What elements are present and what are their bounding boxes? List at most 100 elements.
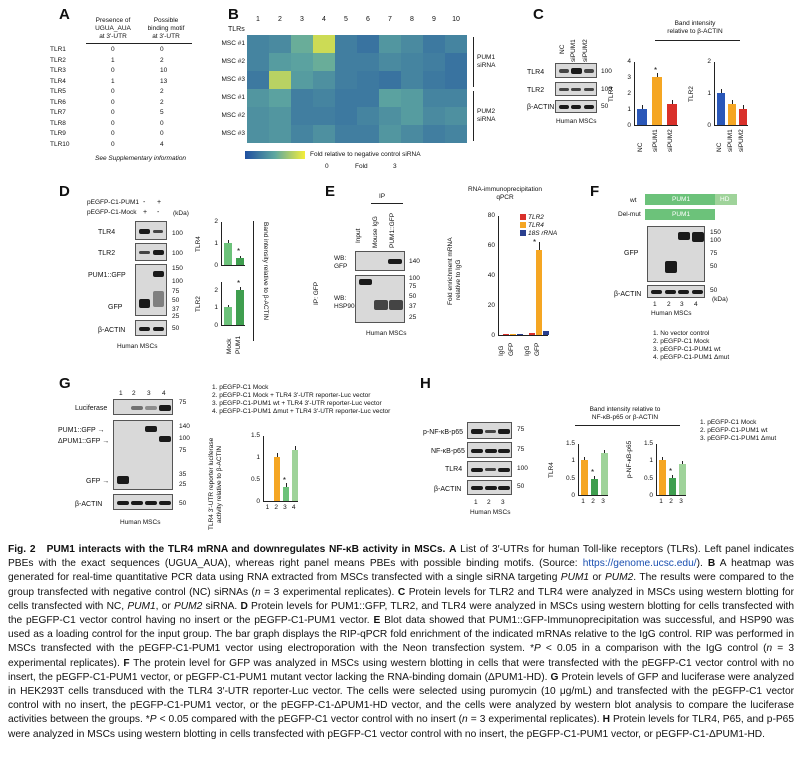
caption-text: = 3 experimental replicates). — [8, 643, 794, 669]
y-tick-label: 60 — [487, 242, 495, 249]
panel-label-b: B — [228, 6, 239, 23]
x-tick-label: IgG — [524, 345, 531, 356]
tlr-name: TLR4 — [50, 77, 66, 85]
kda-e-2: 100 — [409, 275, 420, 282]
bar-4 — [291, 450, 298, 501]
error-bar — [584, 457, 585, 461]
blot-f-gfp — [647, 226, 705, 282]
cell-label-h: Human MSCs — [470, 509, 511, 516]
lane-h-3: 3 — [501, 499, 505, 506]
blot-label-g-pum1gfp: PUM1::GFP → — [58, 427, 105, 434]
caption-text: Blot data showed that PUM1::GFP-Immunopr… — [8, 615, 794, 655]
wb-line: GFP — [334, 263, 348, 270]
lane-input: Input — [355, 228, 362, 243]
x-tick-label: 3 — [679, 498, 683, 505]
blot-h-actin — [467, 480, 512, 495]
chart-axis — [263, 436, 298, 502]
heatmap-cell — [247, 35, 269, 53]
kda-d-6: 50 — [172, 297, 180, 304]
x-tick-label: siPUM1 — [652, 129, 659, 152]
legend-line: 4. pEGFP-C1-PUM1 Δmut + TLR4 3'-UTR repo… — [212, 408, 391, 415]
heatmap-cell — [445, 35, 467, 53]
blot-label-d-tlr2: TLR2 — [98, 250, 116, 257]
heatmap-row-label: MSC #3 — [221, 130, 245, 137]
heatmap-cell — [247, 125, 269, 143]
kda-g-6: 25 — [179, 481, 187, 488]
motif-value: 5 — [160, 109, 164, 116]
x-tick-label: siPUM2 — [738, 129, 746, 152]
y-tick-label: 20 — [487, 302, 495, 309]
caption-italic: PUM2 — [174, 600, 203, 612]
x-tick-label: GFP — [534, 342, 541, 356]
heatmap-cell — [401, 107, 423, 125]
blot-f-actin — [647, 285, 705, 298]
presence-value: 1 — [111, 77, 115, 85]
blot-label-d-gfp: GFP — [108, 304, 123, 311]
bar-3 — [678, 463, 686, 495]
error-bar — [671, 100, 673, 105]
y-tick-label: 1.5 — [250, 432, 260, 439]
construct-delmut-label: Del-mut — [618, 211, 641, 218]
caption-panel-ref: E — [373, 615, 381, 627]
heatmap-cell — [423, 35, 445, 53]
caption-text: , or — [155, 600, 174, 612]
caption-italic: n — [462, 714, 468, 726]
presence-value: 1 — [111, 56, 115, 64]
y-axis-label: p-NF-κB-p65 — [626, 440, 633, 478]
y-tick-label: 0 — [214, 262, 218, 269]
presence-value: 0 — [111, 119, 115, 127]
caption-text: < 0.05 compared with the pEGFP-C1 vector… — [156, 714, 463, 726]
heatmap-cell — [357, 107, 379, 125]
heatmap-cell — [401, 35, 423, 53]
bar-2 — [590, 479, 598, 495]
blot-c-actin — [555, 100, 597, 113]
title-line: Band intensity relative to — [589, 406, 661, 413]
heatmap-color-scale — [245, 151, 305, 159]
construct-mut-pum1 — [645, 209, 715, 220]
heatmap-cell — [445, 125, 467, 143]
side-label-d: Band intensity relative to β-ACTIN — [262, 222, 269, 321]
cell-label-e: Human MSCs — [366, 330, 407, 337]
bar-18S rRNA-IgG — [517, 333, 523, 335]
bar-3 — [282, 486, 289, 501]
caption-link[interactable]: https://genome.ucsc.edu/ — [582, 558, 697, 570]
kda-g-7: 50 — [179, 500, 187, 507]
heatmap-col-label: 1 — [256, 16, 260, 23]
blot-label-d-pum1gfp: PUM1::GFP — [88, 272, 126, 279]
error-bar — [594, 476, 595, 480]
chart-c-tlr2: 0 1 2 NC siPUM1 siPUM2 TLR2 — [688, 58, 750, 152]
presence-value: 0 — [111, 130, 115, 137]
kda-d-4: 100 — [172, 278, 183, 285]
blot-d-actin — [135, 320, 167, 336]
kda-d-2: 100 — [172, 250, 183, 257]
scale-min: 0 — [325, 163, 329, 170]
tlr-name: TLR1 — [50, 46, 66, 53]
chart-axis — [498, 216, 549, 336]
blot-c-tlr2 — [555, 82, 597, 96]
blot-d-tlr4 — [135, 221, 167, 240]
x-label-pum1: PUM1 — [235, 335, 242, 354]
x-tick-label: 4 — [291, 504, 296, 511]
y-tick-label: 1 — [256, 454, 260, 461]
chart-e-rip: 0 20 40 60 80 * IgG GFP IgG GFP — [480, 212, 550, 356]
x-tick-label: NC — [637, 142, 645, 152]
x-tick-label: 1 — [265, 504, 270, 511]
panel-b-tlr-header: TLRs — [228, 26, 245, 33]
heatmap-cell — [269, 71, 291, 89]
presence-value: 0 — [111, 67, 115, 74]
panel-label-c: C — [533, 6, 544, 23]
heatmap-cell — [379, 35, 401, 53]
y-tick-label: 0.5 — [250, 476, 260, 483]
panel-label-a: A — [59, 6, 70, 23]
group-label-pum1: PUM1 siRNA — [477, 54, 495, 70]
tlr-name: TLR6 — [50, 98, 66, 106]
chart-g-ylabel-1: TLR4 3'-UTR reporter luciferase — [208, 437, 215, 530]
ip-gfp-side: IP: GFP — [313, 281, 320, 305]
kda-f-5: 50 — [710, 287, 718, 294]
bracket-pum2 — [470, 91, 474, 141]
lane-g-4: 4 — [162, 390, 166, 397]
construct-wt-hd-text: HD — [720, 196, 730, 203]
tlr-name: TLR5 — [50, 88, 66, 95]
bar-TLR2-GFP — [529, 332, 535, 335]
tlr-name: TLR7 — [50, 109, 66, 116]
